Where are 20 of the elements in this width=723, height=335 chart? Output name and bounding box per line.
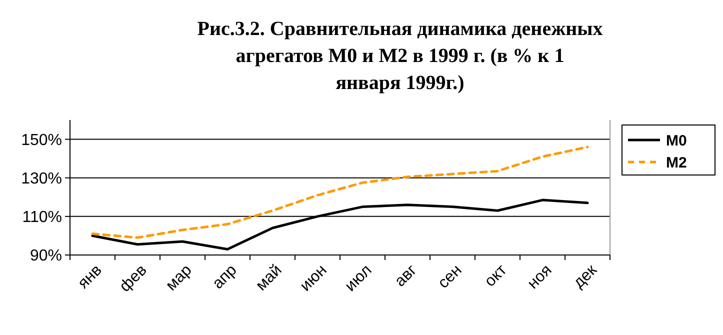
y-tick-label: 110%: [22, 209, 62, 226]
x-tick-label: дек: [570, 261, 601, 292]
chart-title: Рис.3.2. Сравнительная динамика денежных агрегатов М0 и М2 в 1999 г. (в % к 1 января 1999г.): [197, 18, 603, 94]
x-tick-label: окт: [482, 261, 511, 290]
legend-label: М2: [666, 154, 687, 172]
legend-label: М0: [666, 132, 687, 150]
x-tick-label: сен: [435, 262, 466, 292]
y-tick-label: 150%: [21, 132, 62, 149]
x-tick-label: мар: [162, 262, 196, 294]
x-tick-label: июн: [297, 262, 330, 295]
x-tick-label: май: [252, 262, 286, 294]
x-tick-label: авг: [392, 262, 420, 290]
y-tick-label: 130%: [21, 170, 62, 188]
line-series: [91, 146, 589, 239]
x-tick-label: ноя: [524, 262, 556, 292]
x-tick-label: июл: [342, 262, 376, 295]
y-tick-label: 90%: [30, 248, 62, 265]
x-tick-label: фев: [116, 262, 150, 296]
x-tick-label: апр: [210, 262, 240, 293]
x-tick-label: янв: [74, 262, 106, 292]
